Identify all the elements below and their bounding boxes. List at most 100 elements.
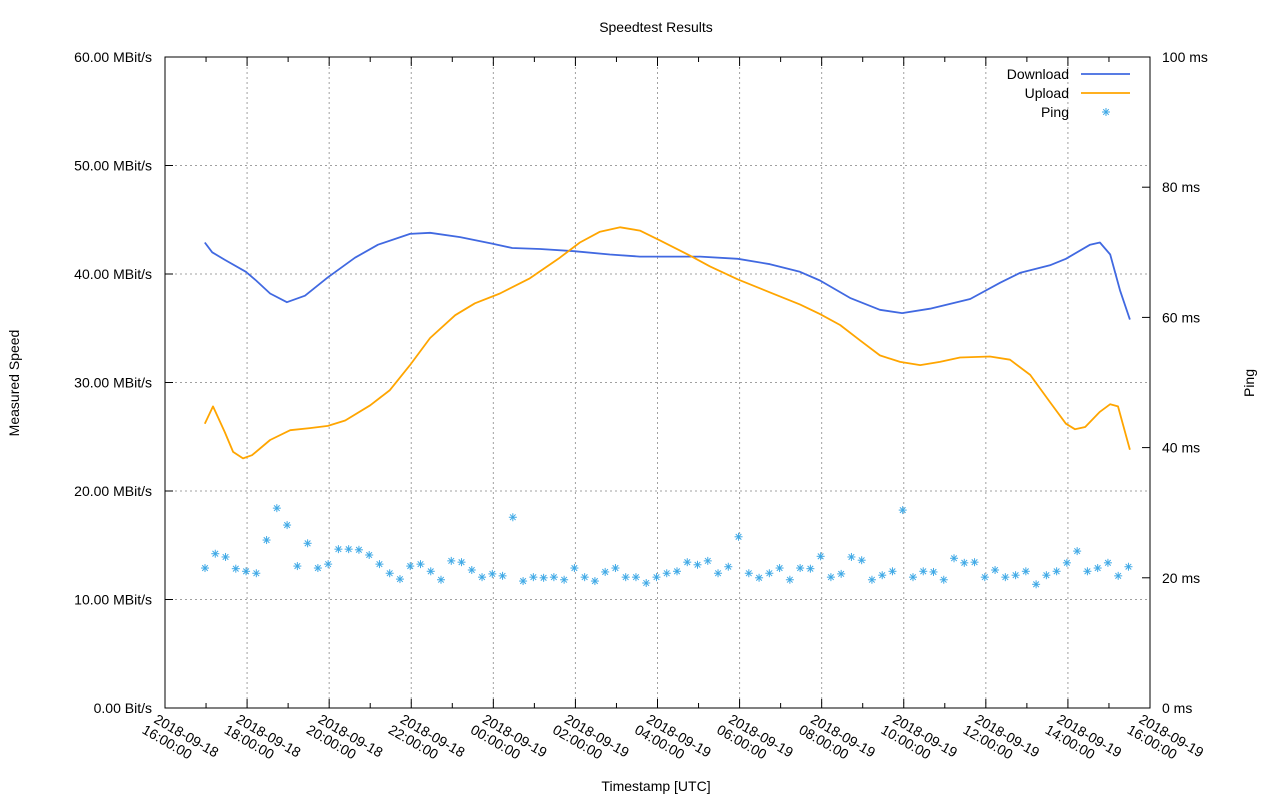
ping-point — [1001, 573, 1010, 582]
ping-point — [354, 545, 363, 554]
ping-point — [775, 564, 784, 573]
ping-point — [231, 564, 240, 573]
ping-point — [714, 569, 723, 578]
ping-point — [1124, 562, 1133, 571]
x-tick-label: 2018-09-1900:00:00 — [468, 708, 550, 773]
ping-point — [1083, 567, 1092, 576]
ping-point — [385, 569, 394, 578]
ping-point — [703, 556, 712, 565]
x-tick-label: 2018-09-1902:00:00 — [550, 708, 632, 773]
y-tick-label: 30.00 MBit/s — [74, 375, 152, 391]
x-tick-label: 2018-09-1820:00:00 — [304, 708, 386, 773]
plot-series — [201, 226, 1133, 589]
ping-point — [365, 551, 374, 560]
ping-point — [1052, 567, 1061, 576]
x-tick-label: 2018-09-1904:00:00 — [632, 708, 714, 773]
ping-point — [857, 556, 866, 565]
download-line — [204, 231, 1131, 320]
y-tick-label: 40.00 MBit/s — [74, 266, 152, 282]
ping-point — [498, 571, 507, 580]
ping-point — [1032, 580, 1041, 589]
ping-point — [744, 569, 753, 578]
ping-point — [1114, 571, 1123, 580]
y-tick-label: 0.00 Bit/s — [94, 700, 152, 716]
ping-point — [765, 569, 774, 578]
ping-point — [806, 564, 815, 573]
ping-point — [416, 560, 425, 569]
y2-tick-label: 40 ms — [1162, 440, 1200, 456]
ping-point — [272, 504, 281, 513]
legend-label-download: Download — [1007, 66, 1069, 82]
ping-point — [888, 567, 897, 576]
ping-point — [283, 521, 292, 530]
chart-title: Speedtest Results — [599, 19, 713, 35]
ping-point — [539, 573, 548, 582]
ping-point — [847, 552, 856, 561]
legend-swatch-ping — [1102, 108, 1110, 116]
y-tick-label: 60.00 MBit/s — [74, 49, 152, 65]
ping-point — [560, 575, 569, 584]
upload-line — [203, 226, 1131, 460]
ping-point — [734, 532, 743, 541]
axis-ticks: 0.00 Bit/s 10.00 MBit/s 20.00 MBit/s 30.00 … — [74, 49, 1208, 773]
ping-point — [590, 577, 599, 586]
ping-point — [878, 571, 887, 580]
ping-point — [201, 564, 210, 573]
ping-point — [1073, 547, 1082, 556]
ping-point — [252, 569, 261, 578]
ping-point — [324, 560, 333, 569]
x-tick-label: 2018-09-1908:00:00 — [796, 708, 878, 773]
ping-point — [344, 545, 353, 554]
y2-tick-label: 60 ms — [1162, 309, 1200, 325]
ping-point — [631, 573, 640, 582]
ping-point — [211, 549, 220, 558]
ping-point — [580, 573, 589, 582]
ping-point — [1011, 571, 1020, 580]
ping-point — [693, 560, 702, 569]
ping-point — [1021, 567, 1030, 576]
y-tick-label: 50.00 MBit/s — [74, 158, 152, 174]
ping-point — [375, 560, 384, 569]
ping-point — [980, 573, 989, 582]
legend-label-upload: Upload — [1025, 85, 1069, 101]
ping-point — [662, 569, 671, 578]
x-tick-label: 2018-09-1816:00:00 — [140, 708, 222, 773]
grid — [165, 57, 1150, 708]
ping-point — [426, 567, 435, 576]
legend-label-ping: Ping — [1041, 104, 1069, 120]
y-tick-label: 10.00 MBit/s — [74, 592, 152, 608]
x-tick-label: 2018-09-1822:00:00 — [386, 708, 468, 773]
ping-point — [313, 564, 322, 573]
x-tick-label: 2018-09-1818:00:00 — [222, 708, 304, 773]
ping-point — [406, 562, 415, 571]
ping-point — [488, 569, 497, 578]
ping-point — [457, 558, 466, 567]
ping-point — [262, 536, 271, 545]
ping-point — [950, 554, 959, 563]
ping-point — [478, 573, 487, 582]
ping-point — [724, 562, 733, 571]
ping-point — [519, 577, 528, 586]
ping-point — [826, 573, 835, 582]
ping-point — [796, 564, 805, 573]
ping-point — [395, 575, 404, 584]
ping-point — [447, 556, 456, 565]
ping-point — [970, 558, 979, 567]
x-axis-label: Timestamp [UTC] — [601, 778, 710, 794]
x-tick-label: 2018-09-1906:00:00 — [714, 708, 796, 773]
ping-point — [755, 573, 764, 582]
ping-point — [939, 575, 948, 584]
ping-point — [293, 562, 302, 571]
ping-point — [991, 565, 1000, 574]
x-tick-label: 2018-09-1912:00:00 — [961, 708, 1043, 773]
y-axis-label: Measured Speed — [6, 330, 22, 437]
ping-point — [242, 567, 251, 576]
ping-point — [898, 506, 907, 515]
ping-point — [303, 539, 312, 548]
ping-point — [221, 552, 230, 561]
ping-point — [437, 575, 446, 584]
ping-point — [816, 552, 825, 561]
x-tick-label: 2018-09-1914:00:00 — [1043, 708, 1125, 773]
ping-point — [1093, 564, 1102, 573]
